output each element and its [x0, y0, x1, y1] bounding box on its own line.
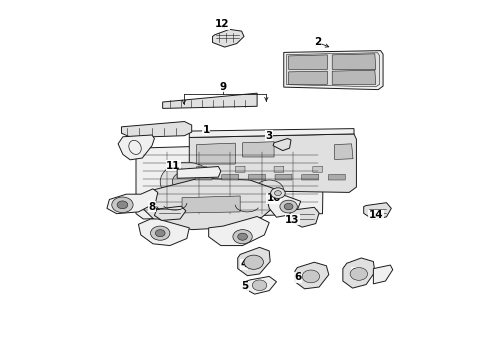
Text: 4: 4	[240, 259, 248, 269]
Polygon shape	[343, 258, 375, 288]
Polygon shape	[189, 129, 354, 138]
Polygon shape	[238, 247, 270, 276]
Text: 13: 13	[285, 215, 300, 225]
Polygon shape	[213, 30, 244, 47]
Polygon shape	[313, 166, 322, 172]
Polygon shape	[290, 207, 319, 227]
Polygon shape	[284, 51, 383, 90]
Polygon shape	[209, 216, 269, 246]
Circle shape	[160, 162, 214, 201]
Polygon shape	[141, 178, 276, 230]
Text: 3: 3	[266, 131, 273, 141]
Circle shape	[302, 270, 319, 283]
Polygon shape	[118, 135, 154, 160]
Polygon shape	[332, 70, 376, 84]
Circle shape	[270, 188, 285, 198]
Text: 2: 2	[314, 37, 321, 48]
Circle shape	[112, 197, 133, 213]
Circle shape	[252, 280, 267, 291]
Text: 10: 10	[267, 193, 281, 203]
Circle shape	[280, 200, 297, 213]
Polygon shape	[154, 206, 186, 220]
Text: 11: 11	[166, 161, 180, 171]
Polygon shape	[235, 166, 245, 172]
Text: 1: 1	[203, 125, 210, 135]
Text: 12: 12	[215, 19, 229, 29]
Circle shape	[117, 201, 128, 209]
Polygon shape	[273, 139, 291, 150]
Text: 14: 14	[368, 211, 383, 220]
Circle shape	[155, 230, 165, 237]
Polygon shape	[177, 167, 221, 178]
Polygon shape	[136, 143, 323, 219]
Text: 7: 7	[352, 268, 359, 278]
Polygon shape	[373, 265, 393, 284]
Text: 9: 9	[219, 82, 226, 92]
Circle shape	[244, 255, 264, 269]
Polygon shape	[196, 166, 206, 172]
Circle shape	[284, 203, 293, 210]
Polygon shape	[163, 93, 257, 108]
Circle shape	[238, 233, 247, 240]
Polygon shape	[287, 53, 380, 87]
Circle shape	[233, 230, 252, 244]
Circle shape	[255, 180, 284, 201]
Polygon shape	[122, 122, 192, 138]
Polygon shape	[245, 276, 276, 294]
Polygon shape	[267, 192, 301, 217]
Polygon shape	[332, 54, 376, 69]
Text: 5: 5	[242, 281, 248, 291]
Text: 6: 6	[294, 273, 302, 283]
Polygon shape	[222, 174, 239, 180]
Circle shape	[274, 191, 281, 195]
Polygon shape	[289, 55, 327, 69]
Polygon shape	[275, 174, 292, 180]
Polygon shape	[243, 142, 274, 157]
Polygon shape	[248, 174, 266, 180]
Polygon shape	[289, 71, 327, 84]
Polygon shape	[138, 219, 189, 246]
Polygon shape	[107, 189, 158, 214]
Polygon shape	[302, 174, 318, 180]
Polygon shape	[189, 134, 356, 192]
Polygon shape	[335, 144, 353, 159]
Polygon shape	[196, 143, 235, 164]
Circle shape	[172, 171, 201, 192]
Polygon shape	[195, 174, 212, 180]
Circle shape	[150, 226, 170, 240]
Polygon shape	[182, 196, 240, 213]
Text: 8: 8	[148, 202, 156, 212]
Polygon shape	[364, 203, 392, 220]
Polygon shape	[295, 262, 329, 289]
Circle shape	[350, 267, 368, 280]
Polygon shape	[274, 166, 284, 172]
Polygon shape	[328, 174, 345, 180]
